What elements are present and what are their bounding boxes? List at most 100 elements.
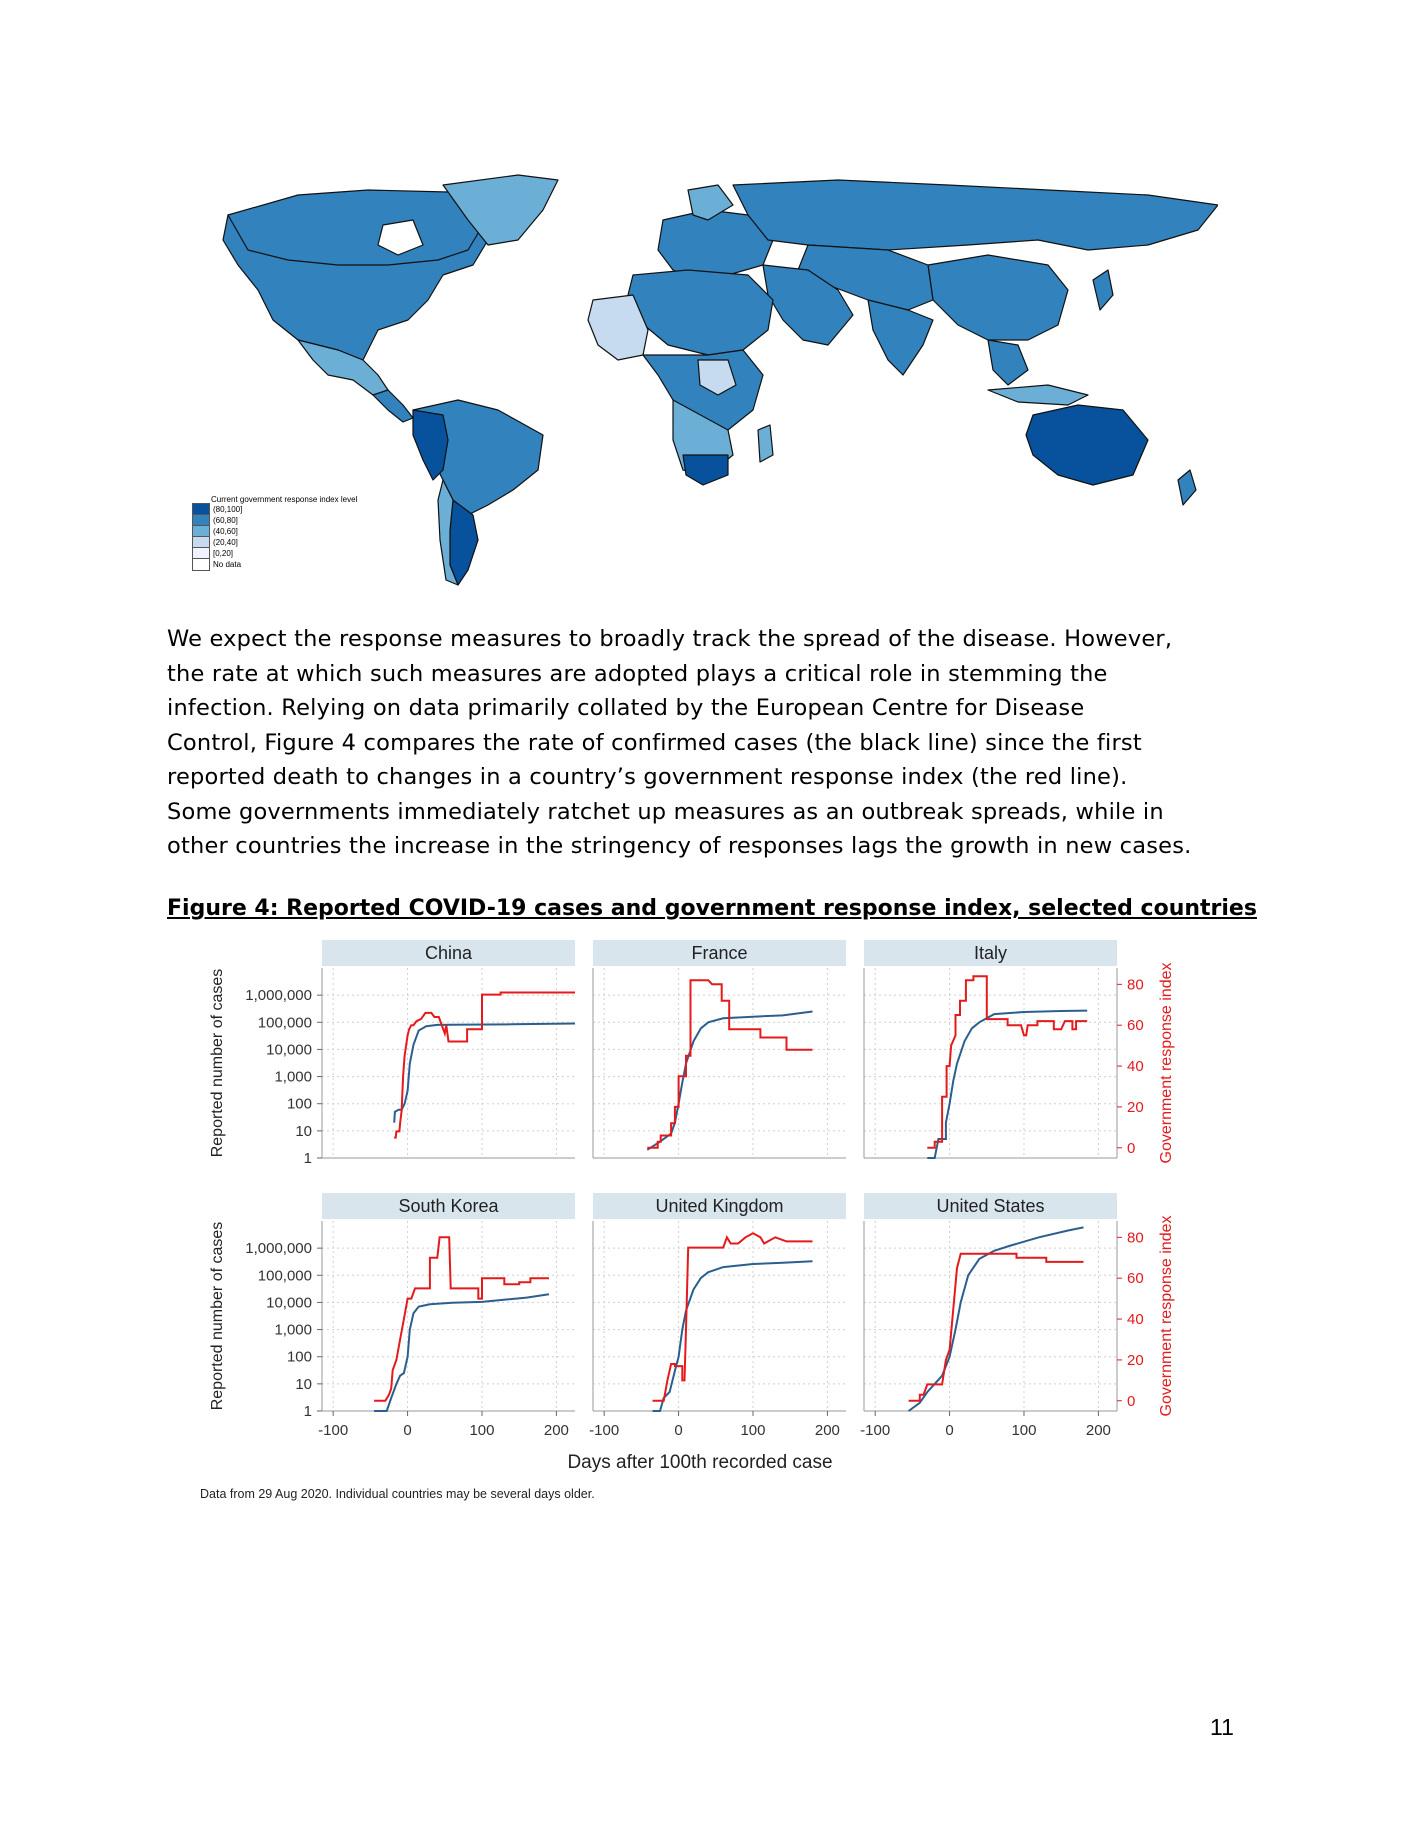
x-tick-label: 0 bbox=[674, 1422, 682, 1439]
figure-4-chart: China 1 10 100 1,000 10,000 100,000 1,000,000 Fr… bbox=[200, 940, 1200, 1540]
choropleth-map bbox=[222, 174, 1218, 586]
y-left-tick-label: 100,000 bbox=[258, 1267, 312, 1284]
body-paragraph: We expect the response measures to broad… bbox=[167, 622, 1252, 864]
response-index-series-line bbox=[927, 975, 1088, 1149]
response-index-series-line bbox=[647, 979, 813, 1149]
map-africa-north bbox=[627, 269, 774, 356]
y-left-tick-label: 1,000 bbox=[274, 1069, 312, 1086]
y-left-tick-label: 1 bbox=[304, 1403, 312, 1420]
legend-item: (40,60] bbox=[192, 525, 357, 538]
y-right-tick-label: 40 bbox=[1127, 1311, 1144, 1328]
map-east-africa-light bbox=[697, 359, 737, 396]
facet-label: China bbox=[425, 943, 473, 963]
paragraph-line: Control, Figure 4 compares the rate of c… bbox=[167, 729, 1142, 756]
page-number: 11 bbox=[1210, 1714, 1234, 1740]
legend-label: No data bbox=[213, 560, 242, 569]
response-index-series-line bbox=[374, 1236, 549, 1402]
y-right-tick-label: 20 bbox=[1127, 1352, 1144, 1369]
x-tick-label: -100 bbox=[589, 1422, 619, 1439]
faceted-line-chart: China1101001,00010,000100,0001,000,000Fr… bbox=[200, 940, 1175, 1501]
chart-note: Data from 29 Aug 2020. Individual countr… bbox=[200, 1487, 595, 1501]
world-map bbox=[188, 170, 1218, 590]
x-tick-label: 200 bbox=[544, 1422, 569, 1439]
x-tick-label: 0 bbox=[403, 1422, 411, 1439]
y-right-axis-title: Government response index bbox=[1158, 963, 1175, 1164]
legend-swatch bbox=[192, 558, 210, 571]
y-left-axis-title: Reported number of cases bbox=[209, 1222, 226, 1411]
legend-item: [0,20] bbox=[192, 547, 357, 560]
y-right-tick-label: 60 bbox=[1127, 1270, 1144, 1287]
map-se-asia bbox=[987, 339, 1029, 386]
map-peru bbox=[412, 409, 449, 481]
x-tick-label: -100 bbox=[318, 1422, 348, 1439]
facet-strip bbox=[593, 940, 846, 966]
legend-item: No data bbox=[192, 558, 357, 571]
y-right-tick-label: 40 bbox=[1127, 1058, 1144, 1075]
x-tick-label: 200 bbox=[1086, 1422, 1111, 1439]
y-right-tick-label: 80 bbox=[1127, 1229, 1144, 1246]
facet-label: France bbox=[691, 943, 747, 963]
map-chile bbox=[437, 479, 459, 586]
y-left-tick-label: 10 bbox=[295, 1123, 312, 1140]
x-tick-label: 200 bbox=[815, 1422, 840, 1439]
legend-item: (20,40] bbox=[192, 536, 357, 549]
y-left-tick-label: 10 bbox=[295, 1376, 312, 1393]
map-india bbox=[867, 299, 934, 376]
map-russia bbox=[732, 179, 1218, 251]
y-left-tick-label: 1 bbox=[304, 1150, 312, 1167]
cases-series-line bbox=[393, 1022, 576, 1123]
map-central-america bbox=[372, 389, 414, 423]
map-europe bbox=[657, 209, 774, 281]
map-madagascar bbox=[757, 424, 774, 463]
y-left-tick-label: 1,000 bbox=[274, 1322, 312, 1339]
y-right-tick-label: 20 bbox=[1127, 1099, 1144, 1116]
map-china bbox=[927, 254, 1069, 341]
map-central-africa bbox=[642, 349, 764, 431]
facet-label: United Kingdom bbox=[655, 1196, 783, 1216]
y-left-tick-label: 100,000 bbox=[258, 1014, 312, 1031]
map-canada bbox=[227, 189, 484, 266]
y-left-tick-label: 100 bbox=[287, 1096, 312, 1113]
facet-label: Italy bbox=[974, 943, 1007, 963]
legend-label: (20,40] bbox=[213, 538, 238, 547]
y-right-tick-label: 0 bbox=[1127, 1393, 1135, 1410]
y-right-tick-label: 60 bbox=[1127, 1017, 1144, 1034]
x-axis-title: Days after 100th recorded case bbox=[567, 1452, 832, 1473]
facet-label: South Korea bbox=[398, 1196, 499, 1216]
y-right-tick-label: 0 bbox=[1127, 1140, 1135, 1157]
paragraph-line: reported death to changes in a country’s… bbox=[167, 764, 1128, 790]
x-tick-label: 100 bbox=[740, 1422, 765, 1439]
facet-strip bbox=[322, 1193, 575, 1219]
y-left-tick-label: 10,000 bbox=[266, 1294, 312, 1311]
paragraph-line: Some governments immediately ratchet up … bbox=[167, 798, 1164, 825]
legend-item: (60,80] bbox=[192, 514, 357, 527]
paragraph-line: other countries the increase in the stri… bbox=[167, 833, 1192, 859]
cases-series-line bbox=[652, 1260, 813, 1412]
y-left-tick-label: 1,000,000 bbox=[245, 987, 312, 1004]
x-tick-label: 100 bbox=[469, 1422, 494, 1439]
legend-label: [0,20] bbox=[213, 549, 234, 558]
legend-title: Current government response index level bbox=[211, 495, 358, 504]
paragraph-line: We expect the response measures to broad… bbox=[167, 626, 1173, 652]
map-west-africa bbox=[587, 294, 649, 361]
map-legend: Current government response index level … bbox=[192, 494, 358, 571]
x-tick-label: 0 bbox=[945, 1422, 953, 1439]
cases-series-line bbox=[908, 1226, 1084, 1412]
y-left-axis-title: Reported number of cases bbox=[209, 969, 226, 1158]
facet-label: United States bbox=[936, 1196, 1044, 1216]
cases-series-line bbox=[927, 1009, 1088, 1159]
map-hudson-bay bbox=[377, 219, 424, 256]
legend-item: (80,100] bbox=[192, 503, 357, 516]
map-scandinavia bbox=[687, 184, 734, 221]
facet-strip bbox=[864, 940, 1117, 966]
figure-title: Figure 4: Reported COVID-19 cases and go… bbox=[167, 896, 1257, 921]
map-south-africa bbox=[682, 454, 729, 486]
y-right-axis-title: Government response index bbox=[1158, 1216, 1175, 1417]
x-tick-label: -100 bbox=[860, 1422, 890, 1439]
map-new-zealand bbox=[1177, 469, 1197, 506]
map-australia bbox=[1025, 404, 1149, 486]
facet-strip bbox=[593, 1193, 846, 1219]
y-left-tick-label: 10,000 bbox=[266, 1041, 312, 1058]
legend-label: (80,100] bbox=[213, 505, 243, 514]
facet-strip bbox=[864, 1193, 1117, 1219]
